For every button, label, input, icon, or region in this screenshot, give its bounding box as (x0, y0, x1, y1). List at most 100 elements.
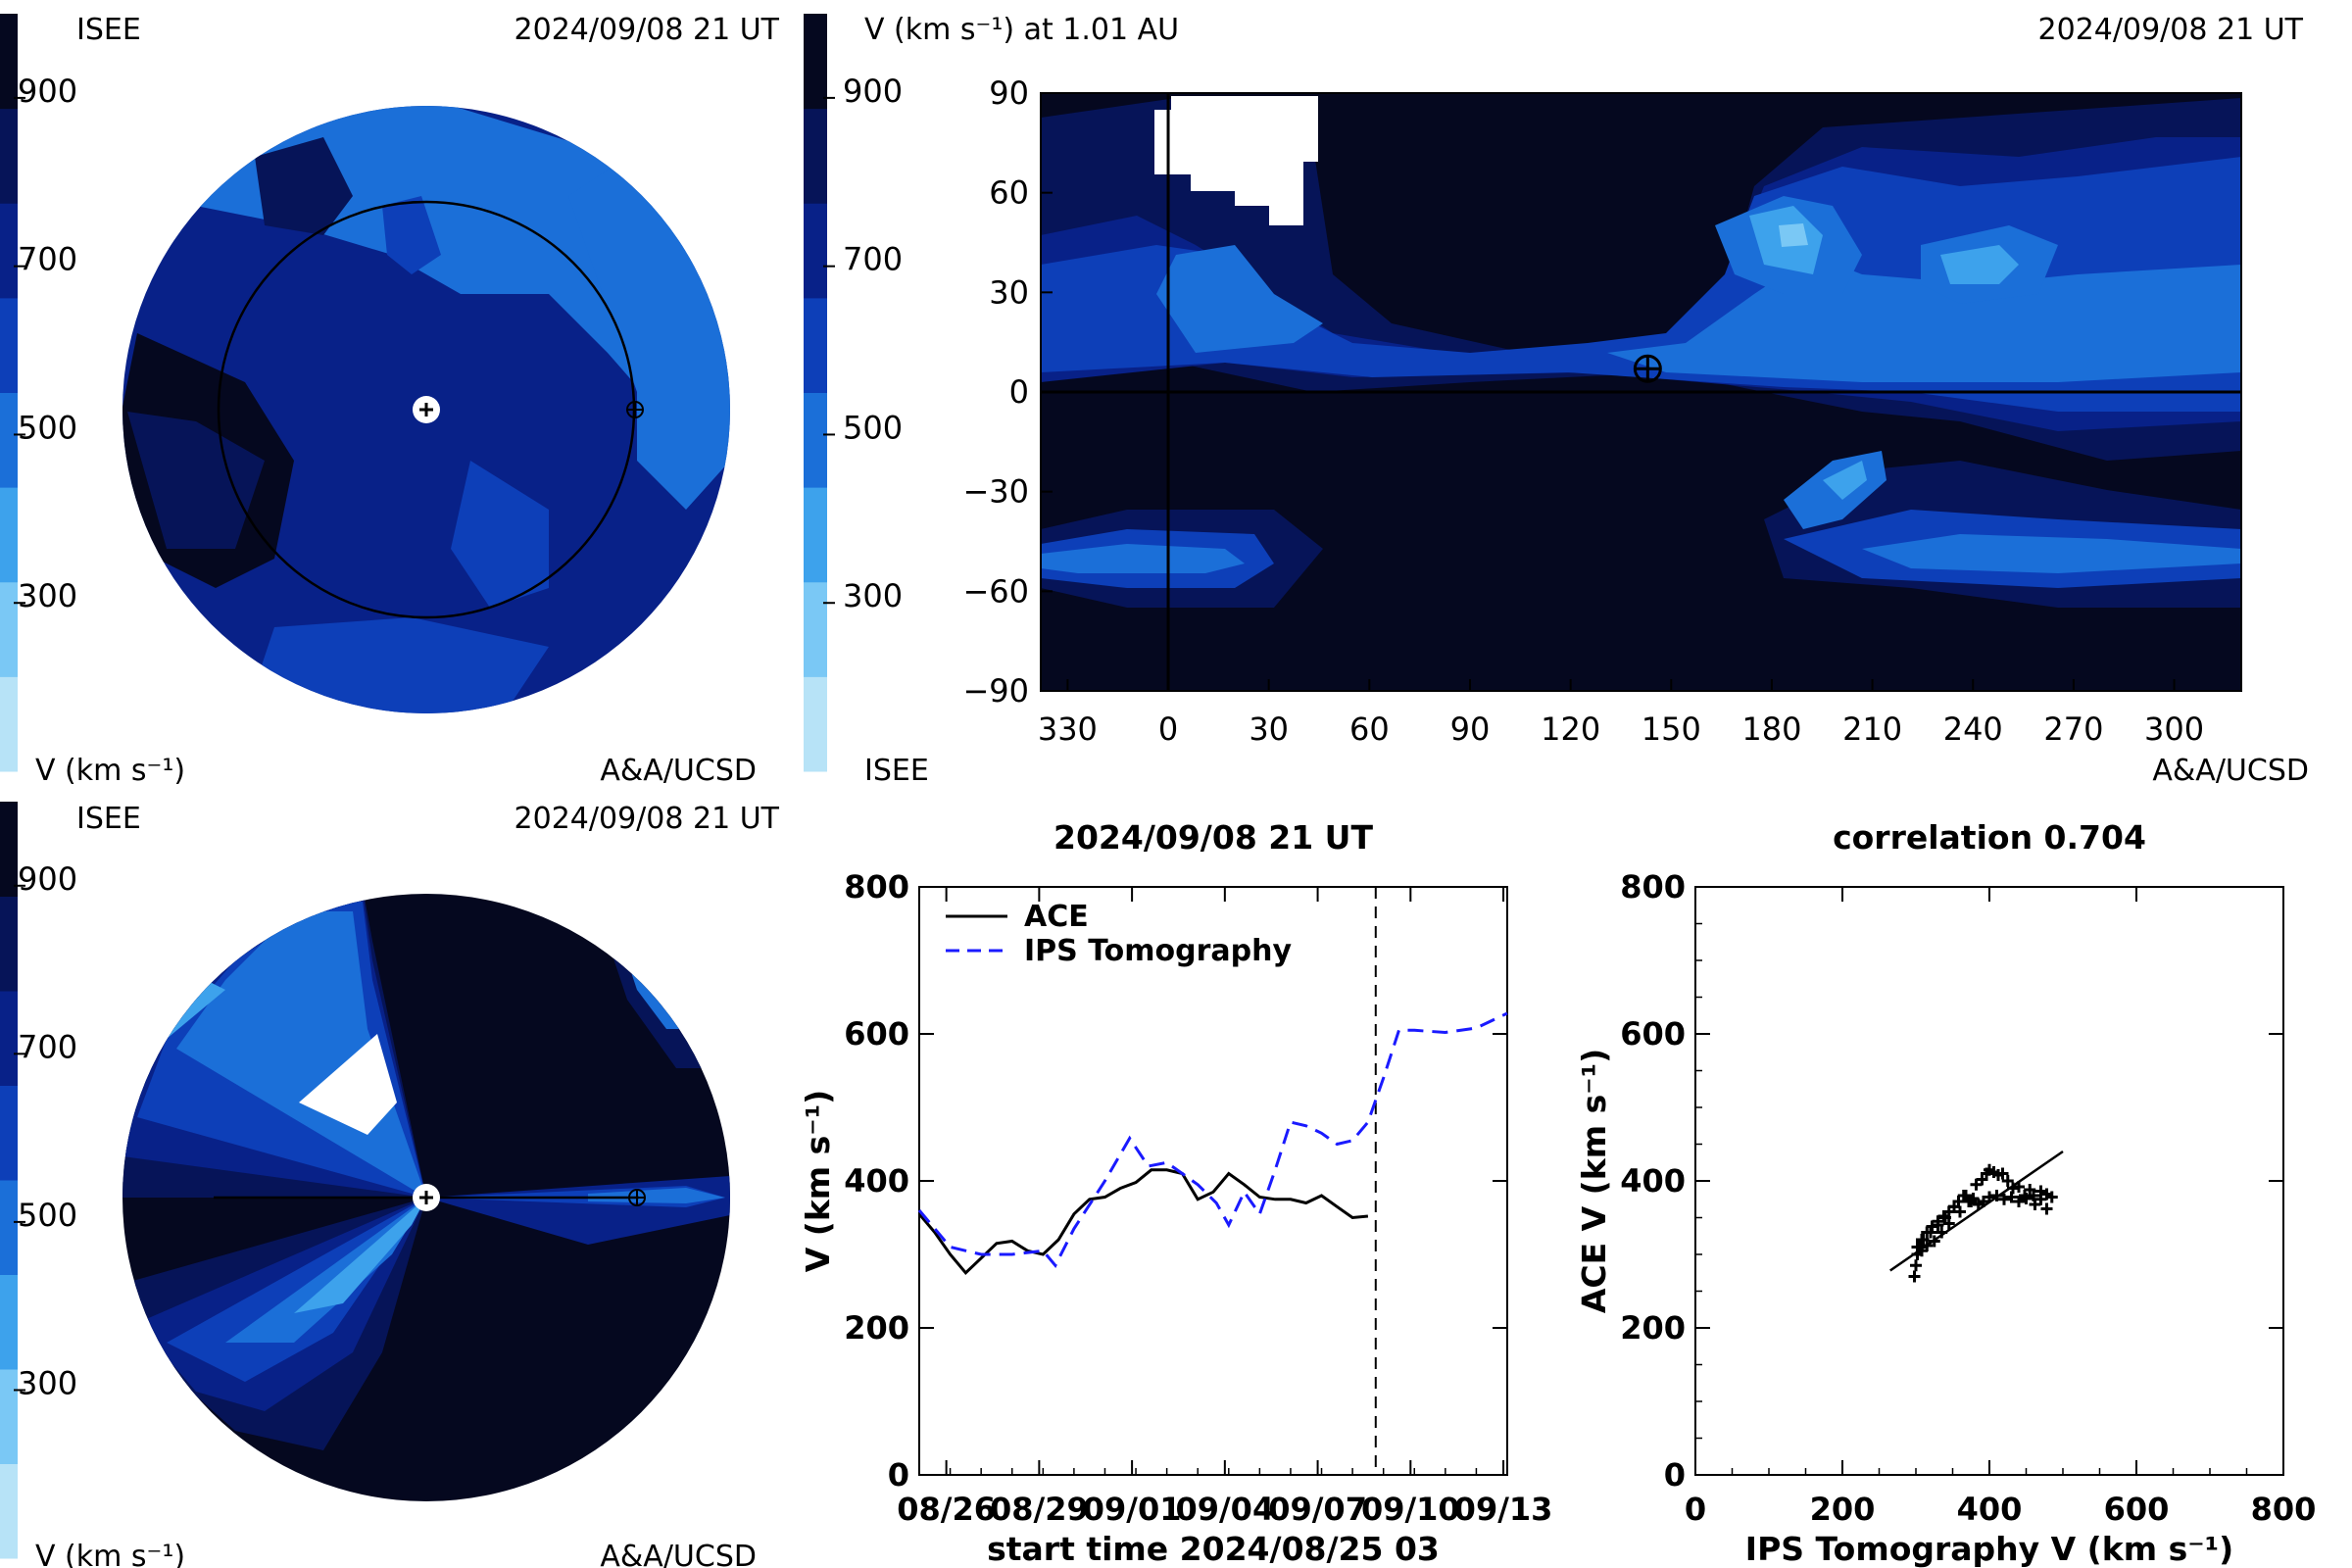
panel-label-isee: ISEE (76, 802, 141, 836)
map-xtick-label: 60 (1349, 710, 1390, 748)
colorbar-segment (0, 392, 18, 488)
legend-ace-label: ACE (1024, 900, 1089, 934)
scatter-point (1921, 1226, 1934, 1239)
colorbar-segment (0, 1463, 18, 1559)
scatter-point (1916, 1234, 1928, 1246)
scatter-point (2040, 1202, 2053, 1215)
ts-xtick-label: 09/07 (1268, 1491, 1367, 1528)
map-timestamp: 2024/09/08 21 UT (2038, 13, 2304, 47)
meridional-panel: ISEE 2024/09/08 21 UT V (km s⁻¹) A&A/UCS… (35, 802, 780, 1568)
map-xtick-label: 120 (1541, 710, 1600, 748)
colorbar-unit-label: V (km s⁻¹) (35, 1540, 185, 1568)
colorbar-tick-label: 900 (18, 860, 77, 898)
map-xtick-label: 0 (1158, 710, 1178, 748)
colorbar-segment (0, 1369, 18, 1464)
ts-xtick-label: 09/04 (1175, 1491, 1274, 1528)
scatter-xtick-label: 200 (1810, 1491, 1876, 1528)
earth-icon (1633, 354, 1662, 383)
map-ytick-label: 0 (1009, 373, 1029, 411)
regression-line (1889, 1150, 2064, 1272)
map-xtick-label: 210 (1842, 710, 1902, 748)
sun-icon (413, 396, 440, 423)
ips-series-line (917, 1011, 1508, 1269)
colorbar-segment (804, 487, 827, 583)
map-axes: 330 0 30 60 90 120 150 180 210 240 270 3009060300−3… (962, 74, 2241, 748)
ts-xtick-label: 08/29 (990, 1491, 1089, 1528)
colorbar-segment (0, 297, 18, 393)
map-xtick-label: 330 (1038, 710, 1098, 748)
colorbar-segment (0, 676, 18, 772)
map-xtick-label: 90 (1450, 710, 1491, 748)
sun-icon (413, 1184, 440, 1211)
colorbar-tick-label: 500 (18, 409, 77, 446)
legend-ips-label: IPS Tomography (1024, 934, 1293, 968)
map-ytick-label: 30 (989, 273, 1029, 311)
scatter-ytick-label: 200 (1620, 1309, 1686, 1347)
colorbar-bottom: 900 700 500 300 (0, 802, 77, 1559)
missing-data-region (1154, 96, 1318, 225)
colorbar-segment (804, 108, 827, 204)
scatter-point (1998, 1193, 2010, 1205)
colorbar-segment (0, 14, 18, 110)
colorbar-segment (804, 14, 827, 110)
legend: ACE IPS Tomography (946, 900, 1293, 968)
ecliptic-panel: ISEE 2024/09/08 21 UT V (km s⁻¹) A&A/UCS… (35, 13, 780, 788)
time-series-title: 2024/09/08 21 UT (1054, 818, 1373, 857)
scatter-point (2005, 1191, 2018, 1203)
colorbar-tick-label: 700 (18, 1028, 77, 1065)
scatter-point (2034, 1185, 2047, 1198)
colorbar-segment (804, 392, 827, 488)
scatter-point (1908, 1270, 1921, 1283)
colorbar-segment (0, 802, 18, 897)
scatter-xtick-label: 400 (1957, 1491, 2023, 1528)
map-ytick-label: 90 (989, 74, 1029, 112)
colorbar-segment (804, 203, 827, 299)
scatter-xtick-label: 600 (2104, 1491, 2170, 1528)
ts-xtick-label: 09/01 (1083, 1491, 1182, 1528)
map-ytick-label: 60 (989, 174, 1029, 212)
colorbar-segment (0, 1274, 18, 1370)
colorbar-top: 900 700 500 300 (0, 14, 77, 772)
colorbar-segment (0, 108, 18, 204)
colorbar-segment (0, 203, 18, 299)
panel-credit: A&A/UCSD (600, 1540, 757, 1568)
panel-label-isee: ISEE (76, 13, 141, 47)
colorbar-tick-label: 900 (843, 73, 903, 110)
colorbar-segment (0, 581, 18, 677)
ace-series-line (917, 1168, 1369, 1275)
map-title: V (km s⁻¹) at 1.01 AU (864, 13, 1179, 47)
ts-xtick-label: 09/10 (1361, 1491, 1460, 1528)
ts-ytick-label: 400 (844, 1162, 909, 1200)
ts-ytick-label: 600 (844, 1015, 909, 1053)
colorbar-tick-label: 300 (18, 577, 77, 614)
ts-ytick-label: 0 (888, 1456, 909, 1494)
colorbar-segment (0, 991, 18, 1086)
scatter-point (2013, 1196, 2025, 1207)
colorbar-tick-label: 500 (843, 409, 903, 446)
earth-icon (626, 401, 644, 418)
colorbar-segment (0, 1180, 18, 1275)
map-xtick-label: 270 (2043, 710, 2103, 748)
scatter-point (1910, 1259, 1922, 1272)
time-series-panel: 2024/09/08 21 UT start time 2024/08/25 0… (799, 818, 1552, 1568)
map-ytick-label: −90 (962, 672, 1029, 710)
scatter-ytick-label: 800 (1620, 868, 1686, 906)
scatter-xtick-label: 800 (2251, 1491, 2317, 1528)
map-xtick-label: 240 (1943, 710, 2003, 748)
scatter-ytick-label: 0 (1664, 1456, 1686, 1494)
missing-data-region (299, 1034, 397, 1135)
colorbar-tick-label: 300 (18, 1364, 77, 1401)
colorbar-unit-label: V (km s⁻¹) (35, 754, 185, 788)
colorbar-tick-label: 700 (18, 241, 77, 278)
map-xtick-label: 180 (1741, 710, 1801, 748)
map-credit: A&A/UCSD (2152, 754, 2309, 788)
colorbar-tick-label: 500 (18, 1197, 77, 1234)
colorbar-segment (804, 297, 827, 393)
scatter-point (2028, 1190, 2039, 1201)
scatter-point (1996, 1167, 2009, 1180)
map-xtick-label: 300 (2144, 710, 2204, 748)
map-label-isee: ISEE (864, 754, 929, 788)
colorbar-segment (0, 1085, 18, 1181)
colorbar-map: 900 700 500 300 (804, 14, 903, 772)
map-ytick-label: −30 (962, 473, 1029, 511)
